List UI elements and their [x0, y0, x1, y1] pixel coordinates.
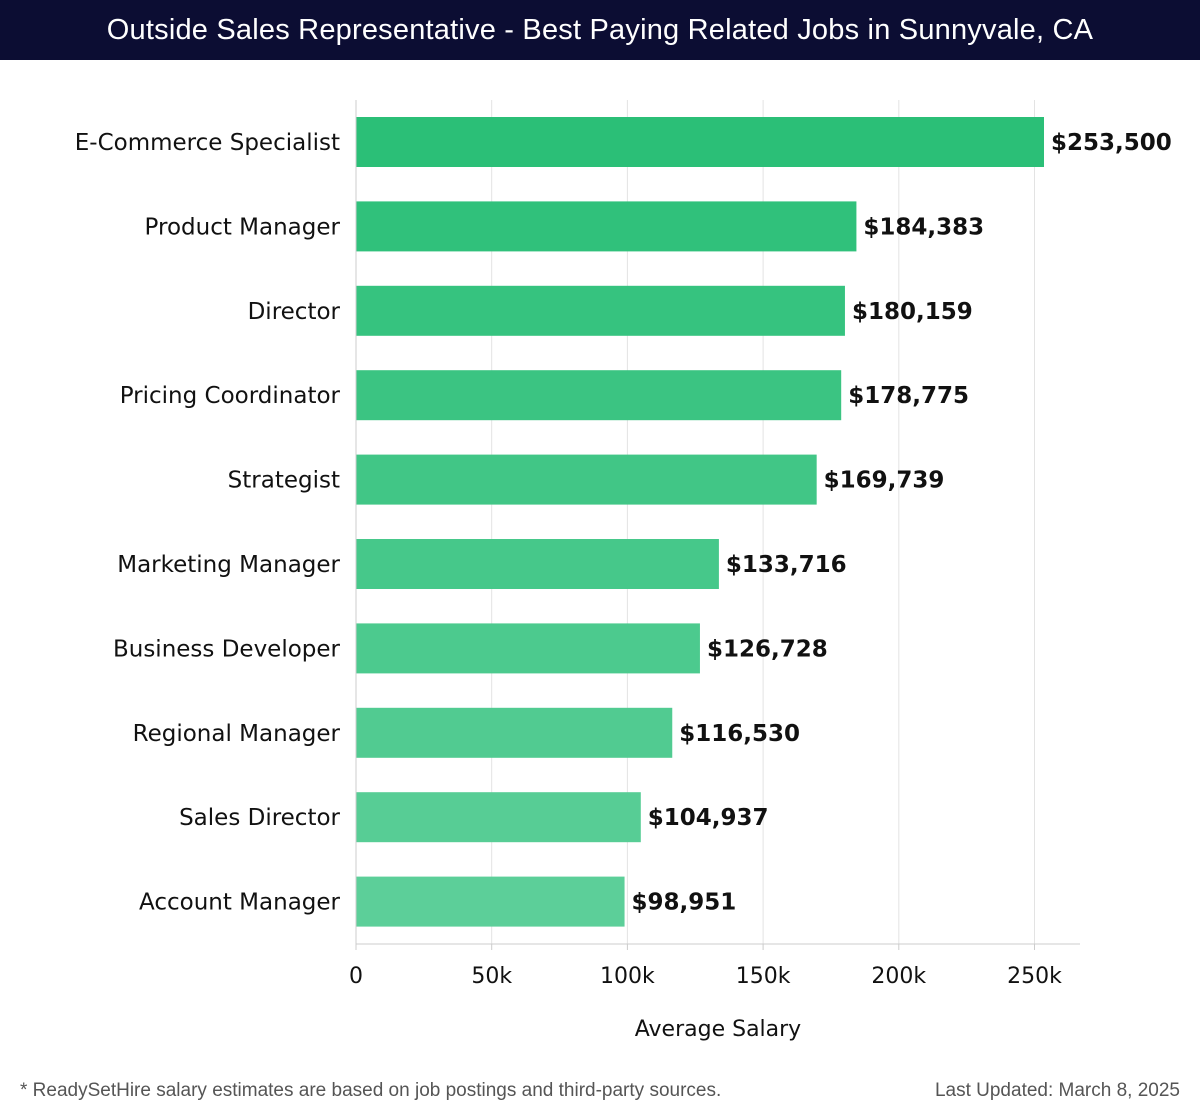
bar [356, 707, 673, 758]
category-label: Account Manager [139, 890, 341, 916]
value-label: $184,383 [863, 214, 984, 240]
x-tick-label: 150k [736, 964, 791, 989]
bar [356, 117, 1044, 167]
footer-updated: Last Updated: March 8, 2025 [934, 1080, 1180, 1101]
bar [356, 876, 625, 927]
bar-chart: E-Commerce Specialist $253,500 Product Man… [75, 100, 1172, 1042]
category-label: Marketing Manager [117, 552, 340, 578]
x-tick-label: 100k [600, 964, 655, 989]
category-label: Sales Director [179, 805, 340, 831]
category-label: Business Developer [113, 636, 341, 662]
value-label: $98,951 [632, 890, 737, 916]
bar [356, 792, 641, 843]
chart-title: Outside Sales Representative - Best Payi… [0, 0, 1200, 60]
value-label: $133,716 [726, 552, 847, 578]
value-label: $116,530 [679, 721, 800, 747]
x-axis-title: Average Salary [635, 1017, 801, 1042]
value-label: $180,159 [852, 299, 973, 325]
bar [356, 201, 857, 252]
category-label: Product Manager [145, 214, 341, 240]
category-label: Regional Manager [133, 721, 341, 747]
value-label: $126,728 [707, 636, 828, 662]
value-label: $178,775 [848, 383, 969, 409]
x-tick-label: 0 [349, 964, 363, 989]
footer-note: * ReadySetHire salary estimates are base… [20, 1080, 722, 1101]
x-tick-label: 200k [871, 964, 926, 989]
bar [356, 285, 845, 336]
x-tick-label: 50k [471, 964, 512, 989]
bar [356, 370, 842, 421]
bar [356, 539, 719, 589]
value-label: $253,500 [1051, 130, 1172, 156]
value-label: $169,739 [824, 468, 945, 494]
category-label: E-Commerce Specialist [75, 130, 340, 156]
bar [356, 623, 700, 674]
x-tick-label: 250k [1007, 964, 1062, 989]
category-label: Strategist [228, 468, 340, 494]
bar [356, 454, 817, 505]
value-label: $104,937 [648, 805, 769, 831]
category-label: Pricing Coordinator [120, 383, 341, 409]
category-label: Director [248, 299, 341, 325]
